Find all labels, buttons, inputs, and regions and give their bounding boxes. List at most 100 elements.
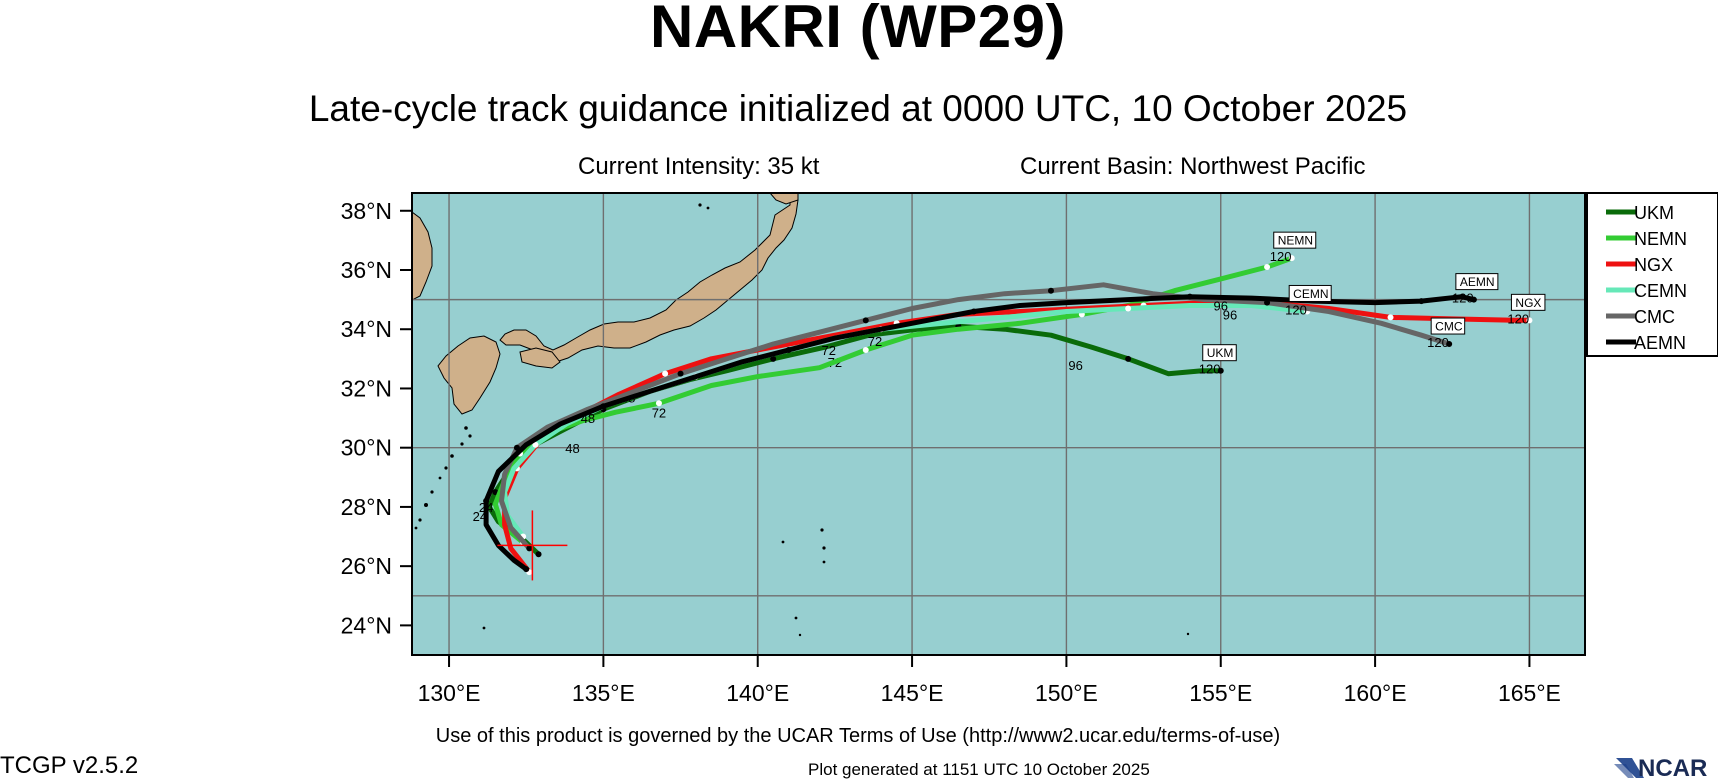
track-point <box>1418 298 1425 305</box>
track-point <box>535 551 542 558</box>
forecast-hour-label: 48 <box>565 441 579 456</box>
track-point <box>523 566 530 573</box>
legend-label-ngx: NGX <box>1634 255 1673 275</box>
lat-tick-label: 36°N <box>341 257 392 283</box>
lon-tick-label: 140°E <box>726 680 789 706</box>
legend-label-cmc: CMC <box>1634 307 1675 327</box>
track-point <box>483 498 490 504</box>
track-point <box>1387 314 1394 321</box>
lon-tick-label: 130°E <box>418 680 481 706</box>
gridlines <box>412 193 1585 655</box>
forecast-hour-label: 24 <box>473 509 487 524</box>
forecast-hour-label: 72 <box>652 405 666 420</box>
track-point <box>1264 264 1271 271</box>
version-label: TCGP v2.5.2 <box>0 752 139 779</box>
track-end-hour: 120 <box>1427 335 1449 350</box>
lat-tick-label: 26°N <box>341 553 392 579</box>
page-title: NAKRI (WP29) <box>649 0 1066 60</box>
track-end-label: CMC <box>1435 320 1463 334</box>
track-end-hour: 120 <box>1199 362 1221 377</box>
land-masses <box>412 193 1190 637</box>
track-point <box>1125 305 1132 312</box>
track-point <box>1526 317 1533 324</box>
track-line-ngx <box>502 300 1532 575</box>
lat-tick-label: 30°N <box>341 435 392 461</box>
track-point <box>532 441 539 448</box>
track-point <box>1288 255 1295 262</box>
track-end-label-box <box>1202 344 1237 362</box>
ncar-logo-text: NCAR <box>1638 755 1707 780</box>
track-point <box>1125 355 1132 362</box>
track-point <box>1446 341 1453 348</box>
lon-tick-label: 145°E <box>881 680 944 706</box>
land-japan-shikoku <box>519 347 561 369</box>
current-basin: Current Basin: Northwest Pacific <box>1020 153 1366 180</box>
lon-tick-label: 155°E <box>1189 680 1252 706</box>
map-frame <box>411 192 1586 656</box>
lon-tick-label: 165°E <box>1498 680 1561 706</box>
legend-label-aemn: AEMN <box>1634 333 1686 353</box>
lat-tick-label: 24°N <box>341 612 392 638</box>
lon-tick-label: 135°E <box>572 680 635 706</box>
forecast-hour-label: 72 <box>868 334 882 349</box>
track-end-label: NEMN <box>1278 234 1313 248</box>
forecast-hour-label: 24 <box>479 500 493 515</box>
track-end-label-box <box>1430 317 1466 335</box>
page-subtitle: Late-cycle track guidance initialized at… <box>308 88 1408 129</box>
track-end-label-box <box>1510 293 1546 311</box>
track-point <box>785 346 792 353</box>
track-point <box>770 355 777 362</box>
lat-tick-label: 32°N <box>341 375 392 401</box>
lat-tick-label: 34°N <box>341 316 392 342</box>
lat-tick-label: 28°N <box>341 494 392 520</box>
track-end-label-box <box>1288 284 1332 302</box>
forecast-hour-label: 96 <box>1214 299 1228 314</box>
track-end-label: NGX <box>1515 296 1541 310</box>
land-japan-honshu <box>499 193 799 363</box>
legend-label-cemn: CEMN <box>1634 281 1687 301</box>
track-end-hour: 120 <box>1270 249 1292 264</box>
terms-of-use: Use of this product is governed by the U… <box>435 725 1281 747</box>
track-point <box>970 308 977 315</box>
track-point <box>1217 367 1224 374</box>
ocean-background <box>412 193 1585 655</box>
lon-tick-label: 150°E <box>1035 680 1098 706</box>
track-end-label-box <box>1455 273 1499 291</box>
lon-tick-label: 160°E <box>1344 680 1407 706</box>
generated-time: Plot generated at 1151 UTC 10 October 20… <box>808 760 1150 779</box>
track-point <box>1470 296 1477 303</box>
land-japan-hokkaido-edge <box>769 193 799 205</box>
track-end-label: CEMN <box>1293 287 1328 301</box>
land-japan-kyushu <box>437 335 501 415</box>
track-end-label: UKM <box>1207 346 1234 360</box>
track-end-hour: 120 <box>1452 291 1474 306</box>
track-end-label: AEMN <box>1460 275 1495 289</box>
track-point <box>526 545 533 552</box>
ryukyu-islands <box>414 203 1190 637</box>
track-ukm: 24 48 72 96 <box>473 323 1224 558</box>
track-end-hour: 120 <box>1285 302 1307 317</box>
track-end-label-box <box>1273 231 1317 249</box>
track-point <box>1047 287 1054 294</box>
land-korea <box>412 211 433 301</box>
track-point <box>677 370 684 377</box>
track-point <box>862 346 869 353</box>
longitude-axis: 130°E 135°E 140°E 145°E 150°E 155°E 160°E 165°E <box>418 655 1561 706</box>
forecast-hour-label: 96 <box>1223 308 1237 323</box>
legend-box <box>1586 192 1718 357</box>
track-point <box>655 400 662 407</box>
lat-tick-label: 38°N <box>341 198 392 224</box>
current-intensity: Current Intensity: 35 kt <box>578 153 820 180</box>
current-position-marker <box>497 510 568 581</box>
forecast-hour-label: 48 <box>581 411 595 426</box>
legend-label-ukm: UKM <box>1634 203 1674 223</box>
track-point <box>862 317 869 324</box>
latitude-axis: 24°N 26°N 28°N 30°N 32°N 34°N 36°N 38°N <box>341 198 412 638</box>
legend: UKM NEMN NGX CEMN CMC AEMN <box>1586 192 1718 357</box>
track-point <box>600 403 607 410</box>
legend-label-nemn: NEMN <box>1634 229 1687 249</box>
track-point <box>1186 293 1193 300</box>
